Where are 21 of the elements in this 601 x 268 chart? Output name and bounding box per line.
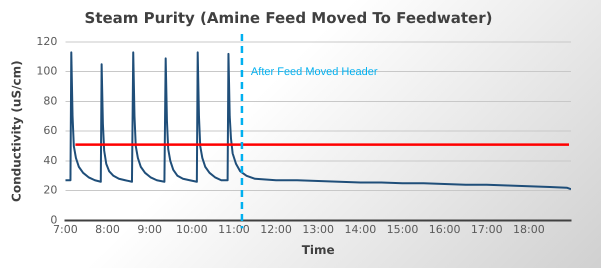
x-tick-label: 12:00 <box>260 222 292 236</box>
x-tick-label: 10:00 <box>176 222 208 236</box>
x-tick-label: 16:00 <box>428 222 460 236</box>
x-tick-label: 8:00 <box>95 222 120 236</box>
y-axis-title: Conductivity (uS/cm) <box>9 60 24 202</box>
ref-line-label: After Feed Moved Header <box>250 66 378 78</box>
x-tick-label: 17:00 <box>470 222 503 236</box>
y-tick-label: 20 <box>43 184 58 197</box>
y-tick-label: 100 <box>36 64 58 78</box>
x-tick-label: 11:00 <box>218 222 250 236</box>
x-tick-label: 13:00 <box>302 222 334 236</box>
x-tick-label: 9:00 <box>137 222 162 236</box>
x-tick-label: 15:00 <box>386 222 418 236</box>
x-tick-label: 18:00 <box>513 222 545 236</box>
y-tick-label: 40 <box>43 154 58 167</box>
x-axis-title: Time <box>302 242 335 257</box>
y-tick-label: 60 <box>43 124 58 138</box>
y-tick-label: 120 <box>36 34 58 48</box>
chart-title: Steam Purity (Amine Feed Moved To Feedwater) <box>84 8 492 27</box>
x-tick-label: 14:00 <box>344 222 376 236</box>
y-tick-label: 80 <box>43 94 58 108</box>
